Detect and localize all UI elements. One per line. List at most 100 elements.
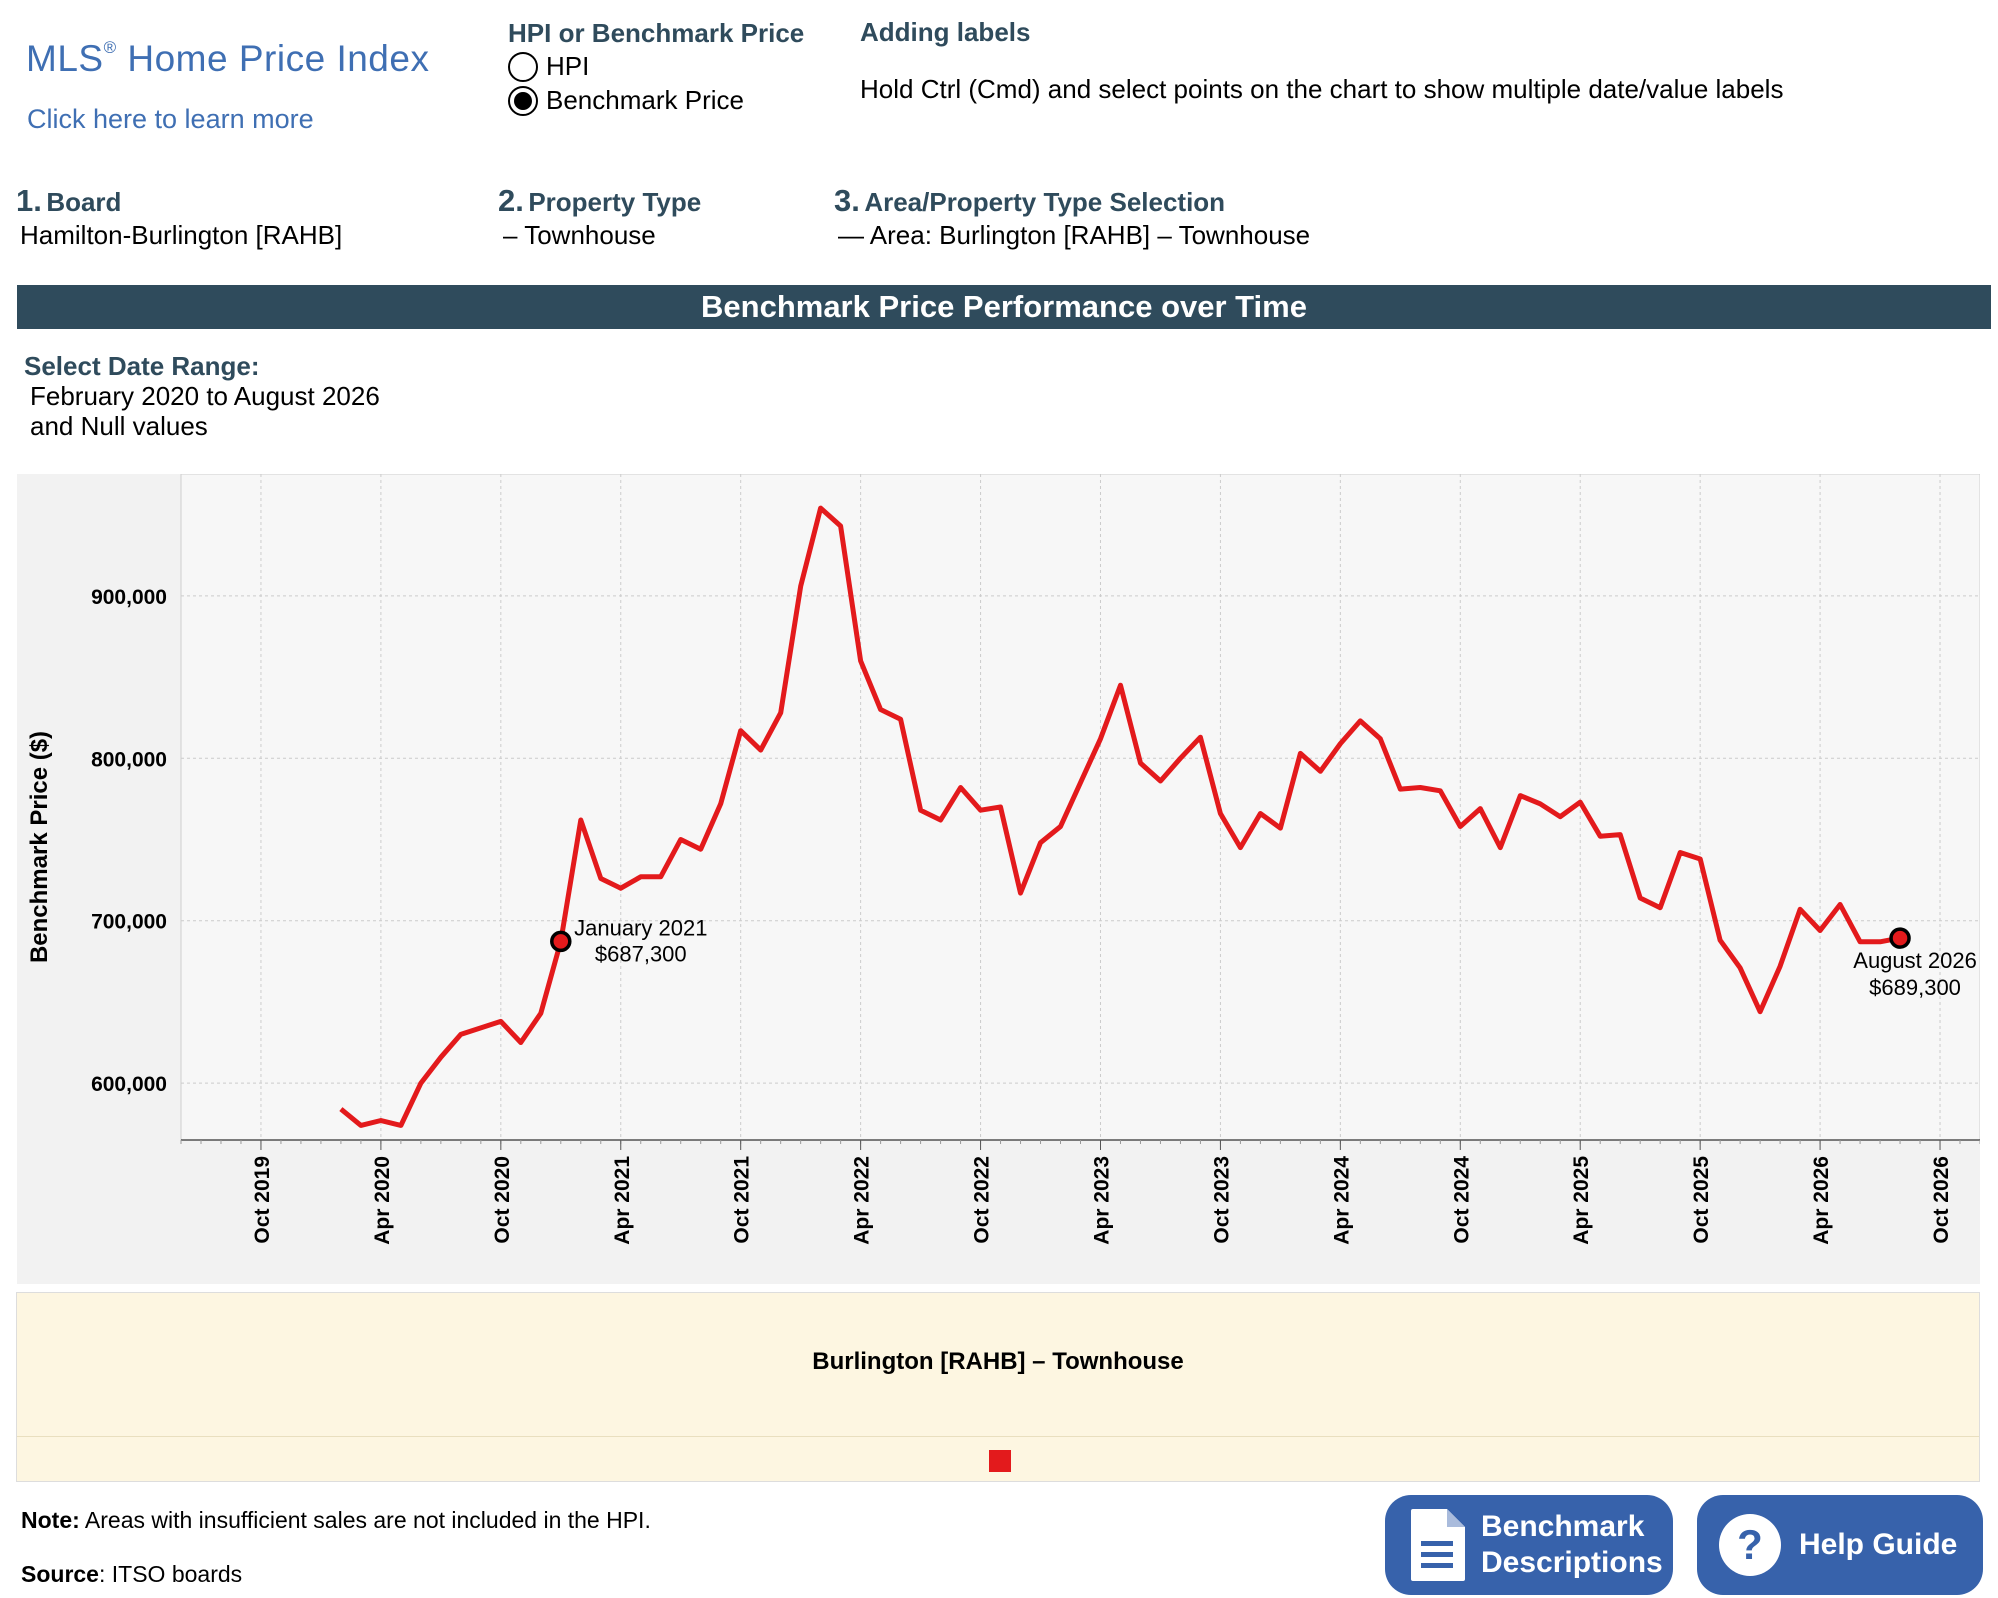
data-point[interactable] (1674, 846, 1686, 858)
data-point[interactable] (355, 1119, 367, 1131)
data-point[interactable] (1434, 785, 1446, 797)
benchmark-descriptions-button[interactable]: Benchmark Descriptions (1385, 1495, 1673, 1595)
learn-more-link[interactable]: Click here to learn more (27, 104, 314, 134)
data-point[interactable] (1055, 820, 1067, 832)
data-point[interactable] (535, 1007, 547, 1019)
legend-series-swatch[interactable] (989, 1450, 1011, 1472)
help-guide-button[interactable]: ? Help Guide (1697, 1495, 1983, 1595)
data-point[interactable] (1654, 902, 1666, 914)
data-point[interactable] (775, 707, 787, 719)
data-point[interactable] (375, 1115, 387, 1127)
data-point[interactable] (1075, 777, 1087, 789)
data-point[interactable] (1634, 892, 1646, 904)
data-point[interactable] (1354, 715, 1366, 727)
series-line[interactable] (339, 505, 1901, 1128)
data-point[interactable] (455, 1028, 467, 1040)
data-point[interactable] (655, 871, 667, 883)
data-point[interactable] (695, 843, 707, 855)
data-point[interactable] (1035, 837, 1047, 849)
data-point[interactable] (595, 872, 607, 884)
data-point[interactable] (1394, 783, 1406, 795)
highlighted-point-marker[interactable] (550, 930, 572, 953)
data-point[interactable] (1774, 960, 1786, 972)
data-point[interactable] (1714, 934, 1726, 946)
highlighted-point-marker[interactable] (1889, 927, 1911, 949)
data-point[interactable] (615, 882, 627, 894)
data-point[interactable] (1454, 820, 1466, 832)
data-point[interactable] (935, 814, 947, 826)
radio-selected-icon[interactable] (508, 85, 538, 116)
data-point[interactable] (1754, 1006, 1766, 1018)
data-point[interactable] (1134, 757, 1146, 769)
radio-unselected-icon[interactable] (508, 51, 538, 82)
data-point[interactable] (755, 744, 767, 756)
data-point[interactable] (1874, 936, 1886, 948)
data-point[interactable] (1814, 924, 1826, 936)
plot-area[interactable] (180, 474, 1980, 1141)
data-point[interactable] (1794, 903, 1806, 915)
data-point[interactable] (1314, 765, 1326, 777)
data-point[interactable] (1534, 798, 1546, 810)
benchmark-price-chart[interactable]: 600,000 700,000 800,000 900,000 Oct 2019 Apr … (17, 474, 1980, 1284)
data-point[interactable] (1734, 962, 1746, 974)
data-point[interactable] (1834, 898, 1846, 910)
data-point[interactable] (395, 1119, 407, 1131)
data-point[interactable] (1274, 822, 1286, 834)
data-point[interactable] (1494, 842, 1506, 854)
data-point[interactable] (815, 502, 827, 514)
data-point[interactable] (1374, 733, 1386, 745)
data-point[interactable] (895, 713, 907, 725)
data-point[interactable] (915, 804, 927, 816)
data-point[interactable] (875, 704, 887, 716)
data-point[interactable] (1594, 830, 1606, 842)
board-selector-value[interactable]: Hamilton-Burlington [RAHB] (20, 220, 343, 250)
area-selection-value[interactable]: — Area: Burlington [RAHB] – Townhouse (838, 220, 1311, 250)
mls-hpi-logo[interactable]: MLS® Home Price Index (26, 38, 430, 79)
data-point[interactable] (1414, 782, 1426, 794)
data-point[interactable] (1614, 829, 1626, 841)
data-point[interactable] (1694, 853, 1706, 865)
data-point[interactable] (975, 804, 987, 816)
data-point[interactable] (495, 1015, 507, 1027)
data-point[interactable] (1214, 807, 1226, 819)
data-point[interactable] (1574, 796, 1586, 808)
data-point[interactable] (955, 782, 967, 794)
data-point[interactable] (735, 725, 747, 737)
data-point[interactable] (1154, 775, 1166, 787)
data-point[interactable] (855, 655, 867, 667)
data-point[interactable] (1094, 733, 1106, 745)
data-point[interactable] (835, 520, 847, 532)
data-point[interactable] (1514, 790, 1526, 802)
data-point[interactable] (415, 1077, 427, 1089)
data-point[interactable] (1234, 842, 1246, 854)
data-point[interactable] (1474, 803, 1486, 815)
data-point[interactable] (575, 814, 587, 826)
data-point[interactable] (1114, 679, 1126, 691)
area-step-number: 3. (834, 183, 860, 218)
property-type-value[interactable]: – Townhouse (503, 220, 656, 250)
data-point[interactable] (715, 798, 727, 810)
data-point[interactable] (1294, 747, 1306, 759)
hpi-radio-option[interactable]: HPI (508, 51, 589, 82)
data-point[interactable] (475, 1022, 487, 1034)
x-tick-label: Apr 2025 (1570, 1156, 1593, 1245)
note-text: Areas with insufficient sales are not in… (79, 1507, 651, 1533)
data-point[interactable] (1194, 731, 1206, 743)
data-point[interactable] (1554, 811, 1566, 823)
data-point[interactable] (1015, 887, 1027, 899)
date-range-value[interactable]: February 2020 to August 2026 (30, 381, 380, 411)
adding-labels-title: Adding labels (860, 17, 1031, 47)
data-point[interactable] (995, 801, 1007, 813)
data-point[interactable] (1854, 936, 1866, 948)
data-point[interactable] (795, 580, 807, 592)
data-point[interactable] (515, 1037, 527, 1049)
benchmark-radio-option[interactable]: Benchmark Price (508, 85, 744, 116)
data-point[interactable] (675, 833, 687, 845)
data-point[interactable] (335, 1103, 347, 1115)
data-point[interactable] (1174, 752, 1186, 764)
data-point[interactable] (435, 1051, 447, 1063)
data-point[interactable] (1334, 738, 1346, 750)
data-point[interactable] (1254, 807, 1266, 819)
data-point[interactable] (635, 871, 647, 883)
y-tick-label: 700,000 (91, 911, 167, 934)
